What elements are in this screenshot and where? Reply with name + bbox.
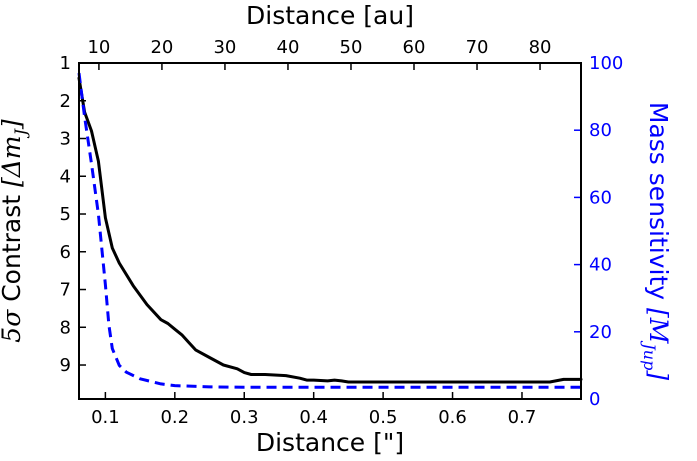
x-bottom-axis-label: Distance ["] — [256, 428, 404, 457]
y-right-axis-label: Mass sensitivity [MJup] — [640, 102, 673, 380]
y-left-tick-label: 1 — [60, 53, 71, 74]
x-top-axis-label: Distance [au] — [246, 1, 414, 30]
y-right-axis: 0 20 40 60 80 100 — [574, 53, 623, 410]
y-right-tick-label: 100 — [589, 53, 623, 74]
y-left-tick-label: 3 — [60, 129, 71, 150]
y-right-tick-label: 40 — [589, 255, 612, 276]
y-left-tick-label: 5 — [60, 204, 71, 225]
contrast-series-line — [77, 76, 583, 384]
x-bottom-tick-label: 0.4 — [299, 407, 328, 428]
y-left-axis: 1 2 3 4 5 6 7 8 9 — [60, 53, 86, 376]
y-left-tick-label: 8 — [60, 317, 71, 338]
y-left-tick-label: 7 — [60, 280, 71, 301]
x-top-tick-label: 50 — [340, 37, 363, 58]
y-left-tick-label: 9 — [60, 355, 71, 376]
x-bottom-axis: 0.1 0.2 0.3 0.4 0.5 0.6 0.7 — [91, 392, 536, 428]
y-right-tick-label: 0 — [589, 389, 600, 410]
x-bottom-tick-label: 0.5 — [369, 407, 398, 428]
x-bottom-tick-label: 0.1 — [91, 407, 120, 428]
x-bottom-tick-label: 0.2 — [160, 407, 189, 428]
x-top-axis: 10 20 30 40 50 60 70 80 — [87, 37, 551, 70]
x-top-tick-label: 70 — [466, 37, 489, 58]
y-left-tick-label: 4 — [60, 166, 71, 187]
x-top-tick-label: 20 — [150, 37, 173, 58]
x-top-tick-label: 30 — [213, 37, 236, 58]
x-top-tick-label: 10 — [87, 37, 110, 58]
y-right-tick-label: 60 — [589, 187, 612, 208]
y-left-tick-label: 6 — [60, 242, 71, 263]
x-top-tick-label: 40 — [277, 37, 300, 58]
x-bottom-tick-label: 0.6 — [438, 407, 467, 428]
y-right-tick-label: 20 — [589, 322, 612, 343]
y-right-tick-label: 80 — [589, 120, 612, 141]
x-bottom-tick-label: 0.3 — [230, 407, 259, 428]
x-bottom-tick-label: 0.7 — [508, 407, 537, 428]
y-left-axis-label: 5σ Contrast [ΔmJ] — [0, 119, 30, 343]
x-top-tick-label: 60 — [403, 37, 426, 58]
mass-sensitivity-series-line — [77, 72, 581, 389]
y-left-tick-label: 2 — [60, 91, 71, 112]
x-top-tick-label: 80 — [529, 37, 552, 58]
plot-frame — [78, 62, 582, 400]
